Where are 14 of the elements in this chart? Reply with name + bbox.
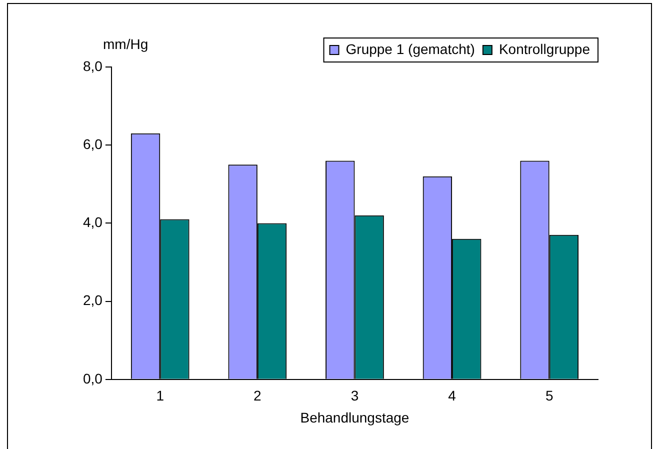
y-tick-label: 2,0 (82, 292, 103, 308)
legend-label: Kontrollgruppe (498, 40, 590, 57)
x-tick-label: 1 (156, 388, 164, 404)
x-axis-title: Behandlungstage (300, 409, 410, 426)
x-tick-label: 5 (545, 388, 554, 404)
y-tick-label: 4,0 (82, 214, 103, 230)
legend-label: Gruppe 1 (gematcht) (346, 40, 475, 57)
x-tick-label: 2 (254, 388, 262, 404)
y-axis-title: mm/Hg (103, 36, 148, 52)
x-tick-label: 4 (448, 388, 456, 404)
y-tick-label: 0,0 (82, 370, 103, 386)
y-tick-label: 8,0 (82, 58, 103, 74)
y-tick-label: 6,0 (82, 136, 103, 152)
x-tick-label: 3 (350, 388, 359, 404)
